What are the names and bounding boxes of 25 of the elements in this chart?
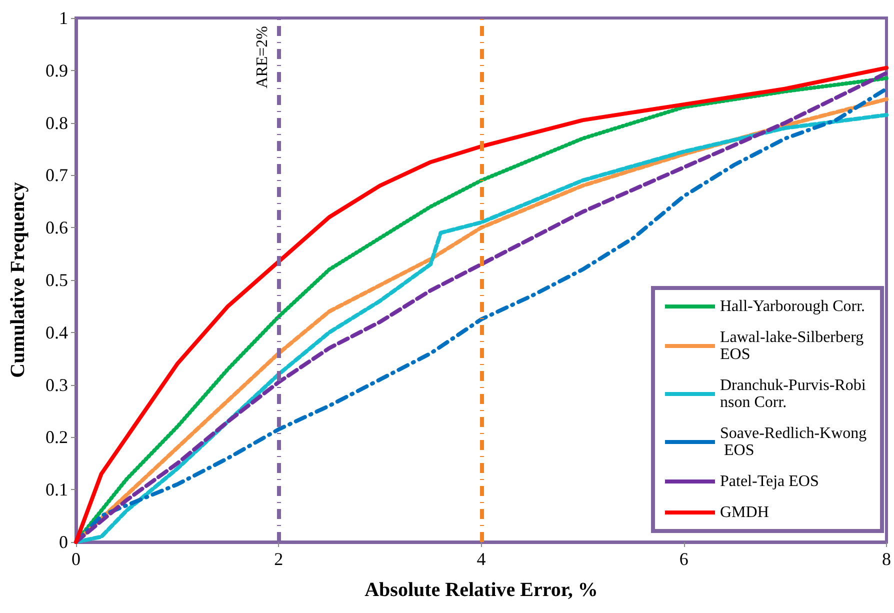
y-tick-label: 0.2 (46, 427, 68, 448)
y-tick-label: 0.4 (46, 322, 68, 342)
y-tick-label: 1 (59, 8, 68, 28)
x-tick-label: 8 (882, 549, 891, 569)
legend-label: Lawal-lake-Silberberg EOS (720, 329, 868, 363)
x-tick-label: 6 (679, 549, 688, 569)
y-tick-label: 0.6 (46, 218, 68, 238)
y-tick-label: 0.8 (46, 112, 68, 133)
y-tick-label: 0.9 (46, 60, 68, 80)
x-tick-label: 4 (476, 549, 486, 569)
x-tick-label: 0 (72, 549, 80, 569)
y-tick-label: 0.3 (46, 374, 68, 395)
legend-label: Soave-Redlich-Kwong EOS (720, 425, 867, 459)
y-tick-label: 0 (59, 532, 68, 552)
legend-label: Hall-Yarborough Corr. (720, 298, 866, 315)
legend-label: GMDH (720, 504, 770, 521)
legend-label: Patel-Teja EOS (720, 473, 819, 490)
y-tick-label: 0.1 (46, 480, 68, 500)
x-tick-label: 2 (274, 549, 284, 569)
y-tick-label: 0.7 (46, 165, 68, 186)
x-axis-title: Absolute Relative Error, % (364, 579, 598, 601)
y-axis-title: Cumulative Frequency (7, 182, 29, 378)
legend-label: Dranchuk-Purvis-Robinson Corr. (720, 377, 866, 411)
y-tick-label: 0.5 (46, 270, 68, 290)
ref-line-label: ARE=2% (254, 26, 272, 88)
